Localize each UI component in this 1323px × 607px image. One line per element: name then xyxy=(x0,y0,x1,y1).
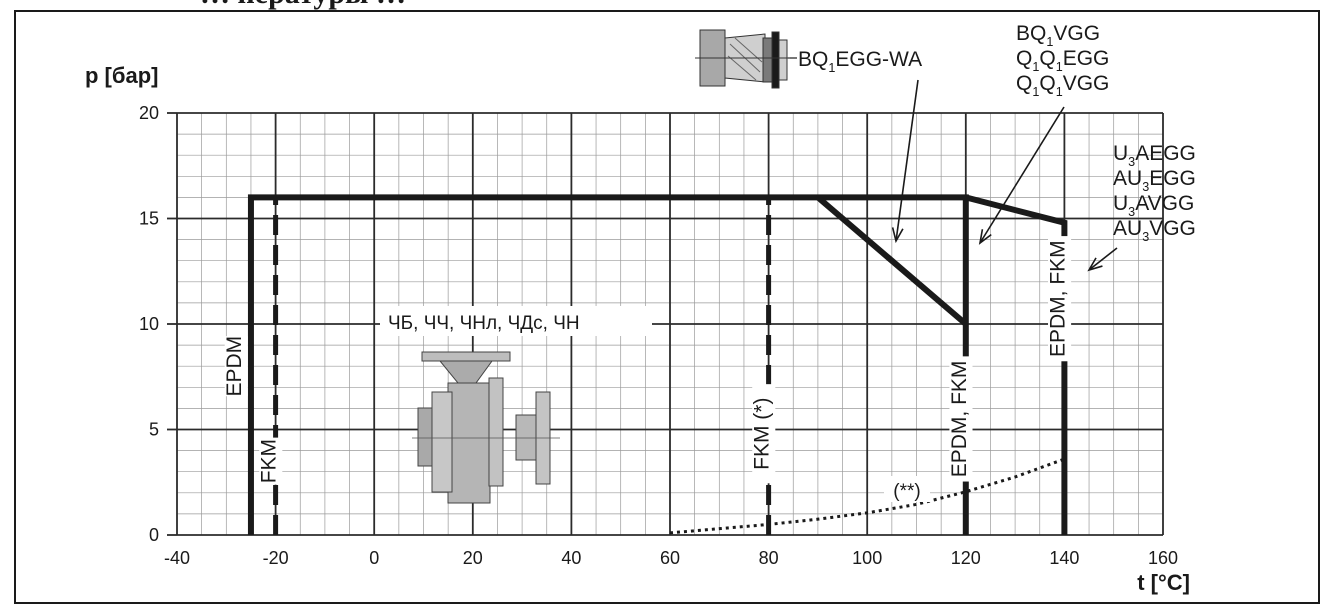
series-u3-line xyxy=(965,194,1068,535)
vertical-label-bg xyxy=(949,356,973,482)
y-tick-label: 5 xyxy=(149,420,159,440)
x-tick-label: 160 xyxy=(1148,548,1178,568)
x-tick-label: 140 xyxy=(1049,548,1079,568)
x-tick-label: 80 xyxy=(759,548,779,568)
vertical-label-text: EPDM, FKM xyxy=(948,361,971,478)
note-bg xyxy=(884,476,930,502)
x-tick-label: 100 xyxy=(852,548,882,568)
y-axis-title: p [бар] xyxy=(85,63,158,88)
pump-types-label: ЧБ, ЧЧ, ЧНл, ЧДс, ЧН xyxy=(388,313,580,334)
pointer-arrowhead xyxy=(978,229,992,245)
axes: -40 -20 0 20 40 60 80 100 120 140 160 0 5 10 15 20 p [ба… xyxy=(85,63,1190,595)
vertical-label-text: EPDM, FKM xyxy=(1046,240,1069,357)
series-vapor xyxy=(669,457,1065,535)
x-tick-label: 0 xyxy=(369,548,379,568)
seal-label-bq1egg-wa: BQ1EGG-WA xyxy=(798,48,922,75)
mechanical-seal-illustration xyxy=(695,29,790,89)
x-axis-title: t [°C] xyxy=(1137,570,1190,595)
chart-frame xyxy=(14,10,1320,604)
vertical-label-text: FKM (*) xyxy=(751,398,774,470)
vertical-label-bg xyxy=(259,437,283,485)
vertical-label-bg xyxy=(224,336,248,397)
pointer-arrow xyxy=(979,106,1065,244)
seal-label-bq1vgg-group: Q1Q1EGG xyxy=(1016,47,1109,74)
series-bq1egg-wa xyxy=(815,195,968,327)
x-tick-label: 60 xyxy=(660,548,680,568)
x-tick-label: -20 xyxy=(263,548,289,568)
pointer-arrowhead xyxy=(1087,257,1103,272)
x-tick-label: 20 xyxy=(463,548,483,568)
pump-label-bg xyxy=(380,306,652,336)
pointer-arrow xyxy=(1088,247,1118,271)
labels-layer: EPDM FKM FKM (*) EPDM, FKM EPDM, FKM ЧБ, ЧЧ, … xyxy=(223,22,1196,502)
vertical-label: EPDM, FKM xyxy=(948,356,973,482)
y-tick-label: 15 xyxy=(139,209,159,229)
vertical-label-bg xyxy=(1048,236,1072,362)
pump-illustration xyxy=(412,351,560,504)
seal-label-bq1vgg-group: BQ1VGG xyxy=(1016,22,1100,49)
x-tick-label: 40 xyxy=(561,548,581,568)
page-title-fragment: … пературы … xyxy=(0,0,1323,10)
x-tick-label: -40 xyxy=(164,548,190,568)
vertical-label-text: FKM xyxy=(258,439,281,483)
seal-label-u3-group: U3AEGG xyxy=(1113,142,1196,169)
vertical-label: EPDM, FKM xyxy=(1046,236,1072,362)
y-tick-label: 20 xyxy=(139,103,159,123)
vertical-label-bg xyxy=(752,384,776,484)
seal-label-u3-group: U3AVGG xyxy=(1113,192,1194,219)
vertical-label-text: EPDM xyxy=(223,336,246,397)
x-tick-label: 120 xyxy=(951,548,981,568)
seal-label-u3-group: AU3EGG xyxy=(1113,167,1196,194)
vertical-label: FKM (*) xyxy=(751,384,776,484)
vertical-label: FKM xyxy=(258,437,283,485)
note-double-star: (**) xyxy=(893,481,920,502)
seal-label-u3-group: AU3VGG xyxy=(1113,217,1196,244)
y-tick-label: 10 xyxy=(139,314,159,334)
pointer-arrowhead xyxy=(891,227,904,244)
seal-label-bq1vgg-group: Q1Q1VGG xyxy=(1016,72,1109,99)
y-tick-label: 0 xyxy=(149,525,159,545)
pointer-arrow xyxy=(895,79,919,242)
vertical-label: EPDM xyxy=(223,336,248,397)
